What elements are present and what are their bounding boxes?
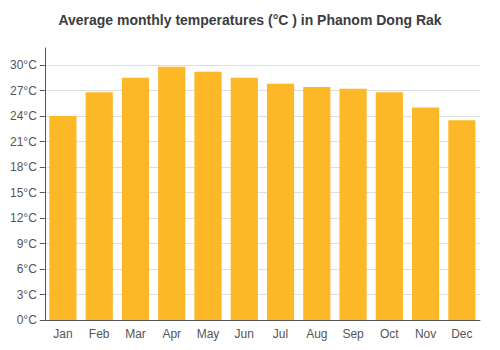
svg-text:0°C: 0°C <box>17 313 37 327</box>
svg-text:Jun: Jun <box>235 327 254 341</box>
svg-text:6°C: 6°C <box>17 262 37 276</box>
svg-text:Mar: Mar <box>125 327 146 341</box>
svg-text:May: May <box>197 327 220 341</box>
svg-text:Jan: Jan <box>53 327 72 341</box>
svg-text:3°C: 3°C <box>17 288 37 302</box>
svg-text:12°C: 12°C <box>10 211 37 225</box>
svg-text:30°C: 30°C <box>10 58 37 72</box>
svg-text:24°C: 24°C <box>10 109 37 123</box>
svg-text:Average monthly temperatures (: Average monthly temperatures (°C ) in Ph… <box>58 12 441 28</box>
svg-text:Aug: Aug <box>306 327 327 341</box>
svg-text:18°C: 18°C <box>10 160 37 174</box>
svg-text:Feb: Feb <box>89 327 110 341</box>
svg-text:Dec: Dec <box>451 327 472 341</box>
svg-text:Oct: Oct <box>380 327 399 341</box>
svg-text:Apr: Apr <box>162 327 181 341</box>
svg-text:21°C: 21°C <box>10 135 37 149</box>
svg-text:Sep: Sep <box>342 327 364 341</box>
svg-text:Jul: Jul <box>273 327 288 341</box>
svg-text:27°C: 27°C <box>10 84 37 98</box>
svg-text:15°C: 15°C <box>10 186 37 200</box>
svg-text:9°C: 9°C <box>17 237 37 251</box>
svg-text:Nov: Nov <box>415 327 436 341</box>
